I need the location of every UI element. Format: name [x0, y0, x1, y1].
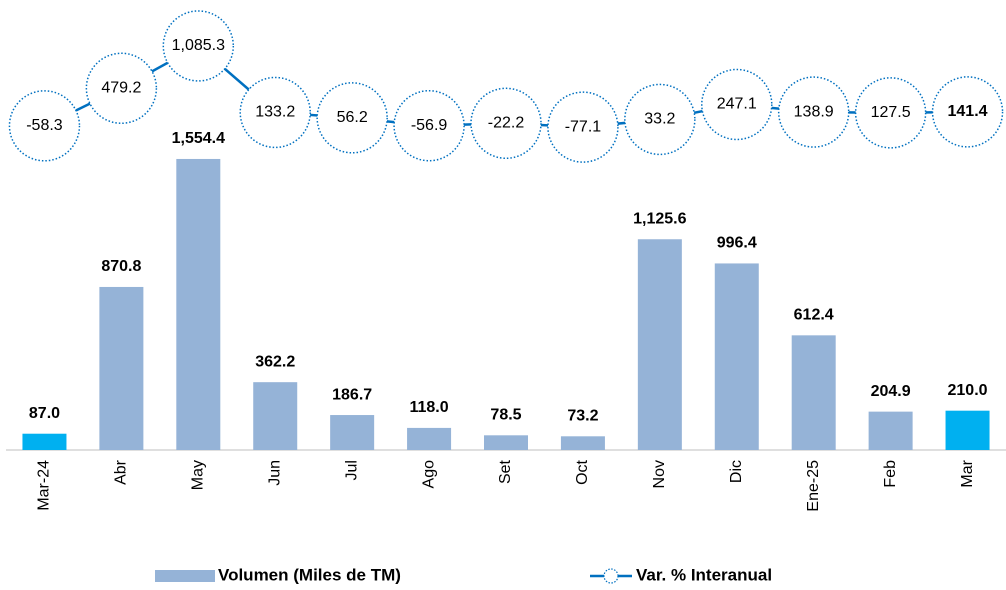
data-label: 870.8 — [101, 258, 141, 275]
bar — [99, 286, 144, 450]
bar — [484, 435, 528, 450]
x-tick-label: Jun — [266, 460, 283, 486]
bar — [637, 239, 682, 450]
marker — [931, 76, 1004, 148]
data-label: 204.9 — [871, 383, 911, 400]
data-label: 996.4 — [717, 235, 757, 252]
marker — [701, 68, 773, 141]
x-tick-label: Feb — [882, 460, 899, 488]
marker — [470, 87, 542, 160]
legend-swatch — [155, 570, 215, 582]
data-label: 612.4 — [794, 307, 834, 324]
x-tick-label: Abr — [113, 459, 130, 485]
bar — [176, 158, 221, 450]
x-tick-label: Ago — [420, 460, 437, 489]
marker — [316, 82, 388, 154]
data-label: 1,125.6 — [633, 210, 686, 227]
bar — [253, 382, 298, 450]
x-tick-label: Ene-25 — [805, 460, 822, 512]
legend-label: Var. % Interanual — [636, 565, 772, 584]
data-label: 362.2 — [255, 353, 295, 370]
data-label: 33.2 — [644, 111, 675, 128]
data-label: 127.5 — [871, 104, 911, 121]
x-tick-label: Jul — [343, 460, 360, 480]
data-label: 87.0 — [29, 405, 60, 422]
bar — [791, 335, 836, 450]
data-label: -56.9 — [411, 117, 448, 134]
marker — [162, 10, 235, 82]
marker — [239, 76, 311, 149]
bar — [868, 411, 913, 450]
data-label: 1,554.4 — [172, 130, 225, 147]
x-tick-label: Mar — [959, 459, 976, 487]
marker — [547, 91, 619, 163]
x-tick-label: Set — [497, 459, 514, 484]
legend-marker — [603, 568, 619, 584]
x-tick-label: Mar-24 — [36, 460, 53, 511]
bar — [330, 415, 375, 450]
bar — [945, 410, 990, 450]
data-label: 56.2 — [337, 109, 368, 126]
data-label: 141.4 — [948, 103, 988, 120]
marker — [777, 76, 850, 148]
data-label: -77.1 — [565, 118, 602, 135]
x-tick-label: Dic — [728, 460, 745, 483]
data-label: 73.2 — [567, 408, 598, 425]
marker — [393, 89, 465, 162]
data-label: 78.5 — [490, 407, 521, 424]
marker — [8, 90, 81, 162]
data-label: 247.1 — [717, 96, 757, 113]
data-label: -58.3 — [26, 117, 63, 134]
legend-label: Volumen (Miles de TM) — [218, 565, 401, 584]
data-label: -22.2 — [488, 115, 525, 132]
bar — [714, 263, 759, 450]
data-label: 1,085.3 — [172, 37, 225, 54]
data-label: 186.7 — [332, 386, 372, 403]
bar — [407, 427, 452, 450]
data-label: 210.0 — [948, 382, 988, 399]
data-label: 479.2 — [101, 79, 141, 96]
bar — [560, 436, 605, 450]
data-label: 118.0 — [409, 399, 448, 416]
marker — [85, 52, 158, 125]
x-tick-label: May — [190, 460, 207, 490]
bar — [22, 433, 67, 450]
data-label: 138.9 — [794, 103, 834, 120]
x-tick-label: Nov — [651, 460, 668, 488]
data-label: 133.2 — [255, 104, 295, 121]
marker — [624, 83, 696, 156]
x-tick-label: Oct — [574, 459, 591, 484]
marker — [854, 77, 927, 149]
